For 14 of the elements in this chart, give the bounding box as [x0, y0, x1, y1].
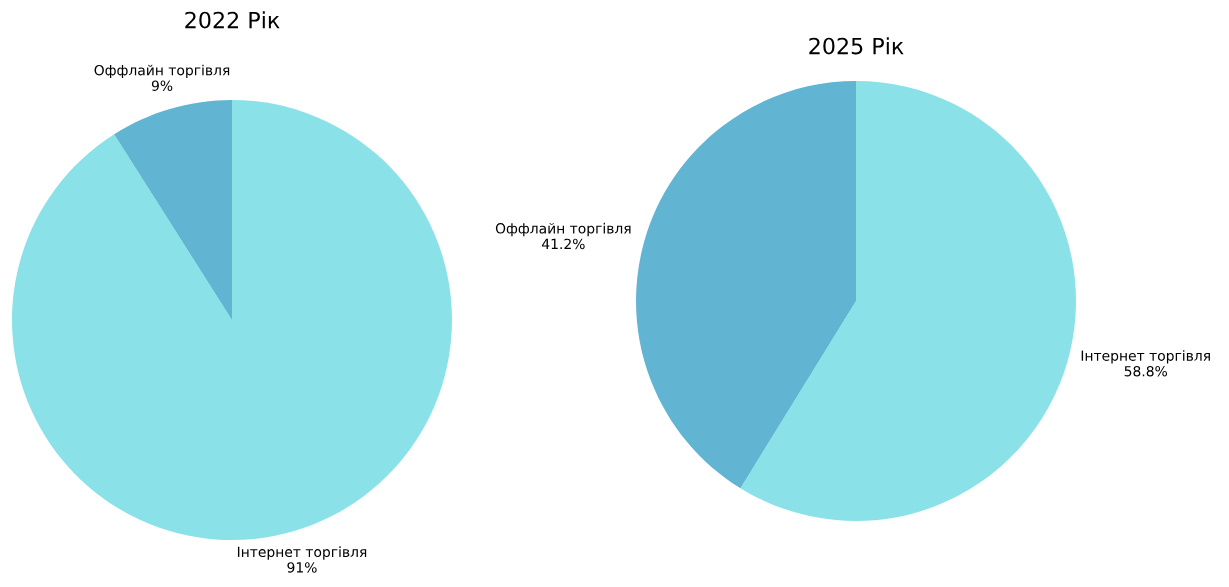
data-label: 91%	[287, 562, 317, 573]
slice-label: Інтернет торгівля	[237, 546, 367, 560]
chart-title: 2025 Рік	[809, 37, 904, 55]
pie-slice	[636, 81, 856, 489]
data-label: 58.8%	[1124, 365, 1168, 377]
slice-label: Оффлайн торгівля	[495, 222, 631, 237]
chart-title: 2022 Рік	[185, 11, 280, 29]
slice-label: Інтернет торгівля	[1081, 350, 1210, 364]
data-label: 41.2%	[541, 238, 585, 250]
pie-slice	[12, 100, 452, 540]
pie-slice	[740, 81, 1076, 521]
data-label: 9%	[151, 80, 173, 91]
pie-slice	[114, 100, 232, 320]
slice-label: Оффлайн торгівля	[94, 64, 230, 79]
